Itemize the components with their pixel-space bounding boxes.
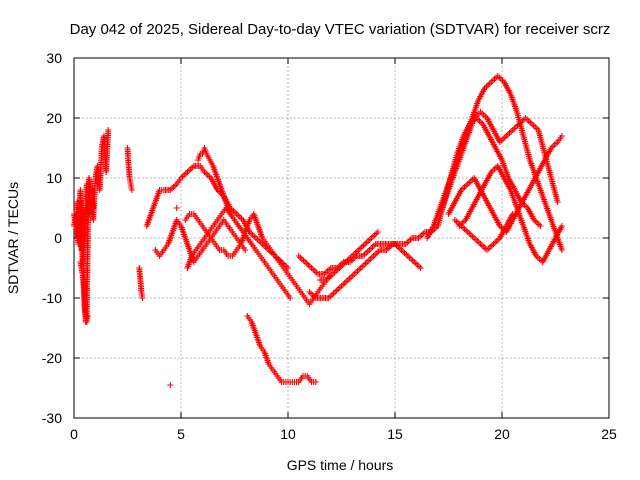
data-point <box>558 247 565 253</box>
data-markers <box>71 73 565 388</box>
data-point <box>287 295 294 301</box>
y-tick-label: 10 <box>46 170 62 186</box>
y-tick-label: 20 <box>46 110 62 126</box>
data-point <box>509 211 516 217</box>
y-tick-label: 0 <box>54 230 62 246</box>
x-tick-label: 25 <box>601 426 617 442</box>
data-point <box>417 265 424 271</box>
data-point <box>173 205 180 211</box>
data-point <box>252 247 259 253</box>
data-point <box>312 379 319 385</box>
x-tick-label: 20 <box>494 426 510 442</box>
grid-lines <box>74 58 609 418</box>
chart-title: Day 042 of 2025, Sidereal Day-to-day VTE… <box>70 21 611 38</box>
axis-ticks: 0 5 10 15 20 25 -30 -20 -10 0 10 20 30 <box>42 50 617 442</box>
y-tick-label: 30 <box>46 50 62 66</box>
data-point <box>84 313 91 319</box>
y-tick-label: -10 <box>42 290 62 306</box>
x-tick-label: 10 <box>280 426 296 442</box>
x-tick-label: 15 <box>387 426 403 442</box>
data-point <box>374 229 381 235</box>
data-point <box>105 127 112 133</box>
data-point <box>242 247 249 253</box>
data-point <box>558 133 565 139</box>
data-point <box>554 199 561 205</box>
data-point <box>128 187 135 193</box>
y-tick-label: -20 <box>42 350 62 366</box>
data-point <box>139 295 146 301</box>
x-tick-label: 5 <box>177 426 185 442</box>
y-axis-label: SDTVAR / TECUs <box>5 182 21 294</box>
data-point <box>558 223 565 229</box>
x-axis-label: GPS time / hours <box>287 457 394 473</box>
x-tick-label: 0 <box>70 426 78 442</box>
data-point <box>167 382 174 388</box>
y-tick-label: -30 <box>42 410 62 426</box>
data-point <box>537 223 544 229</box>
